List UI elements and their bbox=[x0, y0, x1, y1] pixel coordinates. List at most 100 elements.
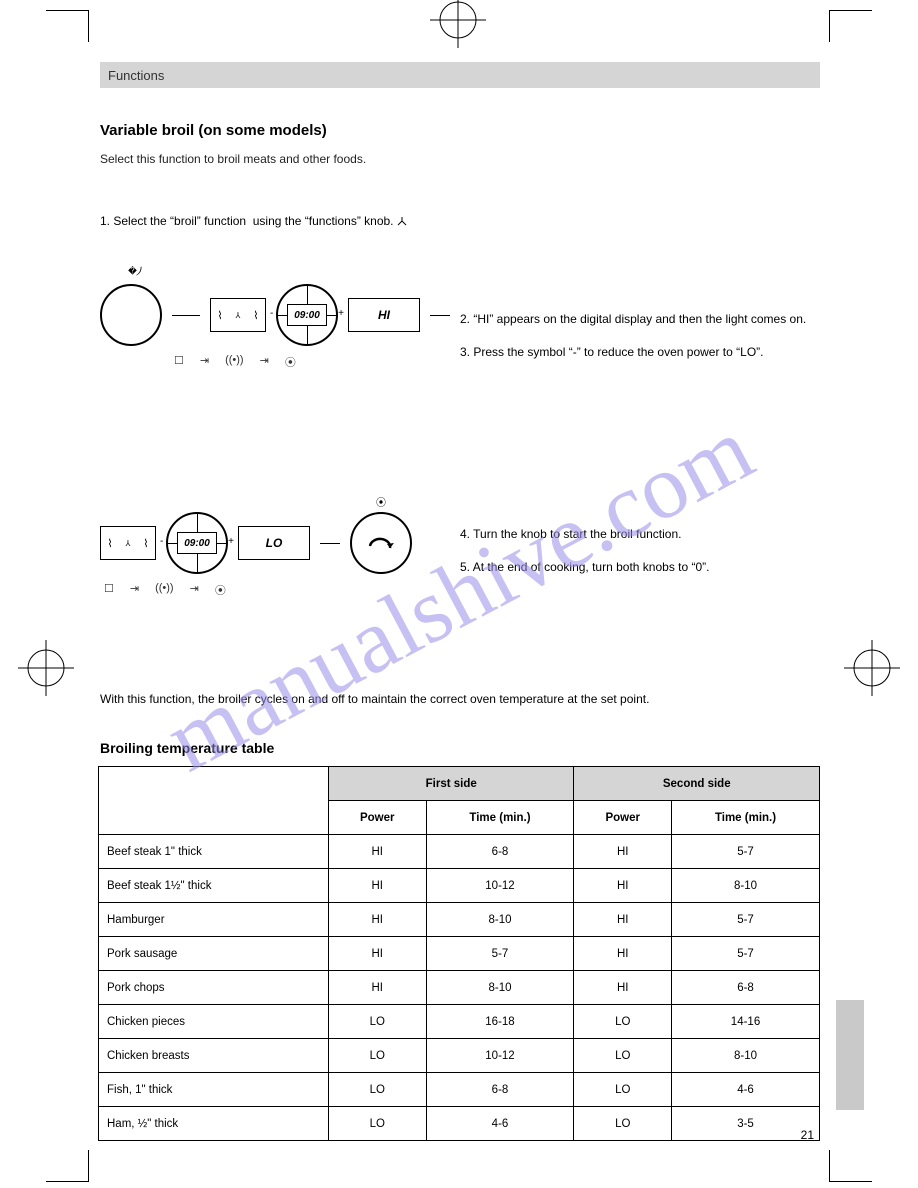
cell-power2: HI bbox=[574, 937, 672, 971]
cell-time2: 3-5 bbox=[672, 1107, 820, 1141]
step-1-num: 1. bbox=[100, 214, 110, 228]
page-number: 21 bbox=[801, 1128, 814, 1142]
page-header: Functions bbox=[100, 62, 820, 88]
table-header-row: First side Second side bbox=[99, 767, 820, 801]
arrow-icon: ⇥ bbox=[190, 582, 199, 598]
cell-time1: 16-18 bbox=[426, 1005, 574, 1039]
cell-power2: LO bbox=[574, 1073, 672, 1107]
registration-mark-icon bbox=[18, 640, 74, 696]
steps-right-2: 4. Turn the knob to start the broil func… bbox=[460, 525, 820, 577]
table-row: HamburgerHI8-10HI5-7 bbox=[99, 903, 820, 937]
col-time-2: Time (min.) bbox=[672, 801, 820, 835]
cell-power1: HI bbox=[328, 869, 426, 903]
col-food bbox=[99, 767, 329, 835]
crop-mark bbox=[88, 1150, 89, 1182]
cell-power1: LO bbox=[328, 1039, 426, 1073]
cell-time2: 8-10 bbox=[672, 869, 820, 903]
crop-mark bbox=[46, 10, 88, 11]
registration-mark-icon bbox=[430, 0, 486, 48]
shirt-icon: ☐ bbox=[104, 582, 114, 598]
table-row: Beef steak 1½" thickHI10-12HI8-10 bbox=[99, 869, 820, 903]
power-display: LO bbox=[238, 526, 310, 560]
step-1: 1. Select the “broil” function using the… bbox=[100, 214, 810, 228]
knob-zero-icon: ⦿ bbox=[376, 494, 386, 509]
power-icon: ⦿ bbox=[215, 582, 226, 598]
crop-mark bbox=[88, 10, 89, 42]
table-title: Broiling temperature table bbox=[100, 740, 274, 756]
control-panel-figure-2: ⌇⅄⌇ - + 09:00 LO ⦿ ☐ ⇥ ((•)) ⇥ ⦿ bbox=[100, 512, 412, 598]
broil-table: First side Second side Power Time (min.)… bbox=[98, 766, 820, 1141]
cell-time1: 5-7 bbox=[426, 937, 574, 971]
knob-zero-icon: �⵰ bbox=[128, 266, 142, 277]
cell-power1: HI bbox=[328, 937, 426, 971]
cell-time1: 8-10 bbox=[426, 903, 574, 937]
col-group-2: Second side bbox=[574, 767, 820, 801]
col-power-2: Power bbox=[574, 801, 672, 835]
cell-time1: 6-8 bbox=[426, 1073, 574, 1107]
mini-display: ⌇⅄⌇ bbox=[210, 298, 266, 332]
cell-food: Pork chops bbox=[99, 971, 329, 1005]
col-group-1: First side bbox=[328, 767, 574, 801]
table-row: Pork sausageHI5-7HI5-7 bbox=[99, 937, 820, 971]
cell-time2: 14-16 bbox=[672, 1005, 820, 1039]
crop-mark bbox=[829, 1150, 830, 1182]
mini-display: ⌇⅄⌇ bbox=[100, 526, 156, 560]
cell-food: Chicken pieces bbox=[99, 1005, 329, 1039]
shirt-icon: ☐ bbox=[174, 354, 184, 370]
cell-food: Beef steak 1½" thick bbox=[99, 869, 329, 903]
functions-knob-icon bbox=[100, 284, 162, 346]
arrow-icon: ⇥ bbox=[260, 354, 269, 370]
cell-time2: 5-7 bbox=[672, 835, 820, 869]
cell-time1: 8-10 bbox=[426, 971, 574, 1005]
power-icon: ⦿ bbox=[285, 354, 296, 370]
signal-icon: ((•)) bbox=[225, 354, 244, 370]
clock-knob-icon: - + 09:00 bbox=[166, 512, 228, 574]
step-5-num: 5. bbox=[460, 560, 470, 574]
cell-food: Fish, 1" thick bbox=[99, 1073, 329, 1107]
signal-icon: ((•)) bbox=[155, 582, 174, 598]
cell-food: Ham, ½" thick bbox=[99, 1107, 329, 1141]
clock-readout: 09:00 bbox=[287, 304, 327, 326]
cell-time2: 8-10 bbox=[672, 1039, 820, 1073]
cell-power2: HI bbox=[574, 869, 672, 903]
header-text: Functions bbox=[108, 68, 164, 83]
crop-mark bbox=[830, 10, 872, 11]
clock-readout: 09:00 bbox=[177, 532, 217, 554]
step-3-text: Press the symbol “-” to reduce the oven … bbox=[473, 345, 763, 359]
cell-power1: LO bbox=[328, 1005, 426, 1039]
cell-power1: HI bbox=[328, 903, 426, 937]
arrow-icon: ⇥ bbox=[130, 582, 139, 598]
table-row: Ham, ½" thickLO4-6LO3-5 bbox=[99, 1107, 820, 1141]
crop-mark bbox=[829, 10, 830, 42]
cell-time2: 5-7 bbox=[672, 903, 820, 937]
cell-food: Beef steak 1" thick bbox=[99, 835, 329, 869]
arrow-icon: ⇥ bbox=[200, 354, 209, 370]
cell-time1: 4-6 bbox=[426, 1107, 574, 1141]
cell-food: Hamburger bbox=[99, 903, 329, 937]
cell-power2: HI bbox=[574, 835, 672, 869]
cell-power1: HI bbox=[328, 835, 426, 869]
steps-right-1: 2. “HI” appears on the digital display a… bbox=[460, 310, 820, 362]
section-title: Variable broil (on some models) bbox=[100, 122, 327, 139]
cell-food: Chicken breasts bbox=[99, 1039, 329, 1073]
cell-time2: 5-7 bbox=[672, 937, 820, 971]
closing-paragraph: With this function, the broiler cycles o… bbox=[100, 690, 810, 708]
cell-power2: LO bbox=[574, 1039, 672, 1073]
cell-time1: 6-8 bbox=[426, 835, 574, 869]
cell-power2: HI bbox=[574, 903, 672, 937]
section-lead: Select this function to broil meats and … bbox=[100, 150, 810, 168]
broil-icon bbox=[397, 216, 407, 226]
table-row: Fish, 1" thickLO6-8LO4-6 bbox=[99, 1073, 820, 1107]
step-2-text: “HI” appears on the digital display and … bbox=[473, 312, 806, 326]
col-time-1: Time (min.) bbox=[426, 801, 574, 835]
registration-mark-icon bbox=[844, 640, 900, 696]
control-panel-figure-1: �⵰ ⌇⅄⌇ - + 09:00 HI ☐ ⇥ ((•)) ⇥ ⦿ bbox=[100, 284, 450, 370]
table-row: Chicken piecesLO16-18LO14-16 bbox=[99, 1005, 820, 1039]
cell-time2: 6-8 bbox=[672, 971, 820, 1005]
cell-time2: 4-6 bbox=[672, 1073, 820, 1107]
cell-power1: LO bbox=[328, 1107, 426, 1141]
icon-row: ☐ ⇥ ((•)) ⇥ ⦿ bbox=[104, 582, 412, 598]
step-1-text: Select the “broil” function using the “f… bbox=[113, 214, 393, 228]
table-row: Pork chopsHI8-10HI6-8 bbox=[99, 971, 820, 1005]
table-row: Beef steak 1" thickHI6-8HI5-7 bbox=[99, 835, 820, 869]
